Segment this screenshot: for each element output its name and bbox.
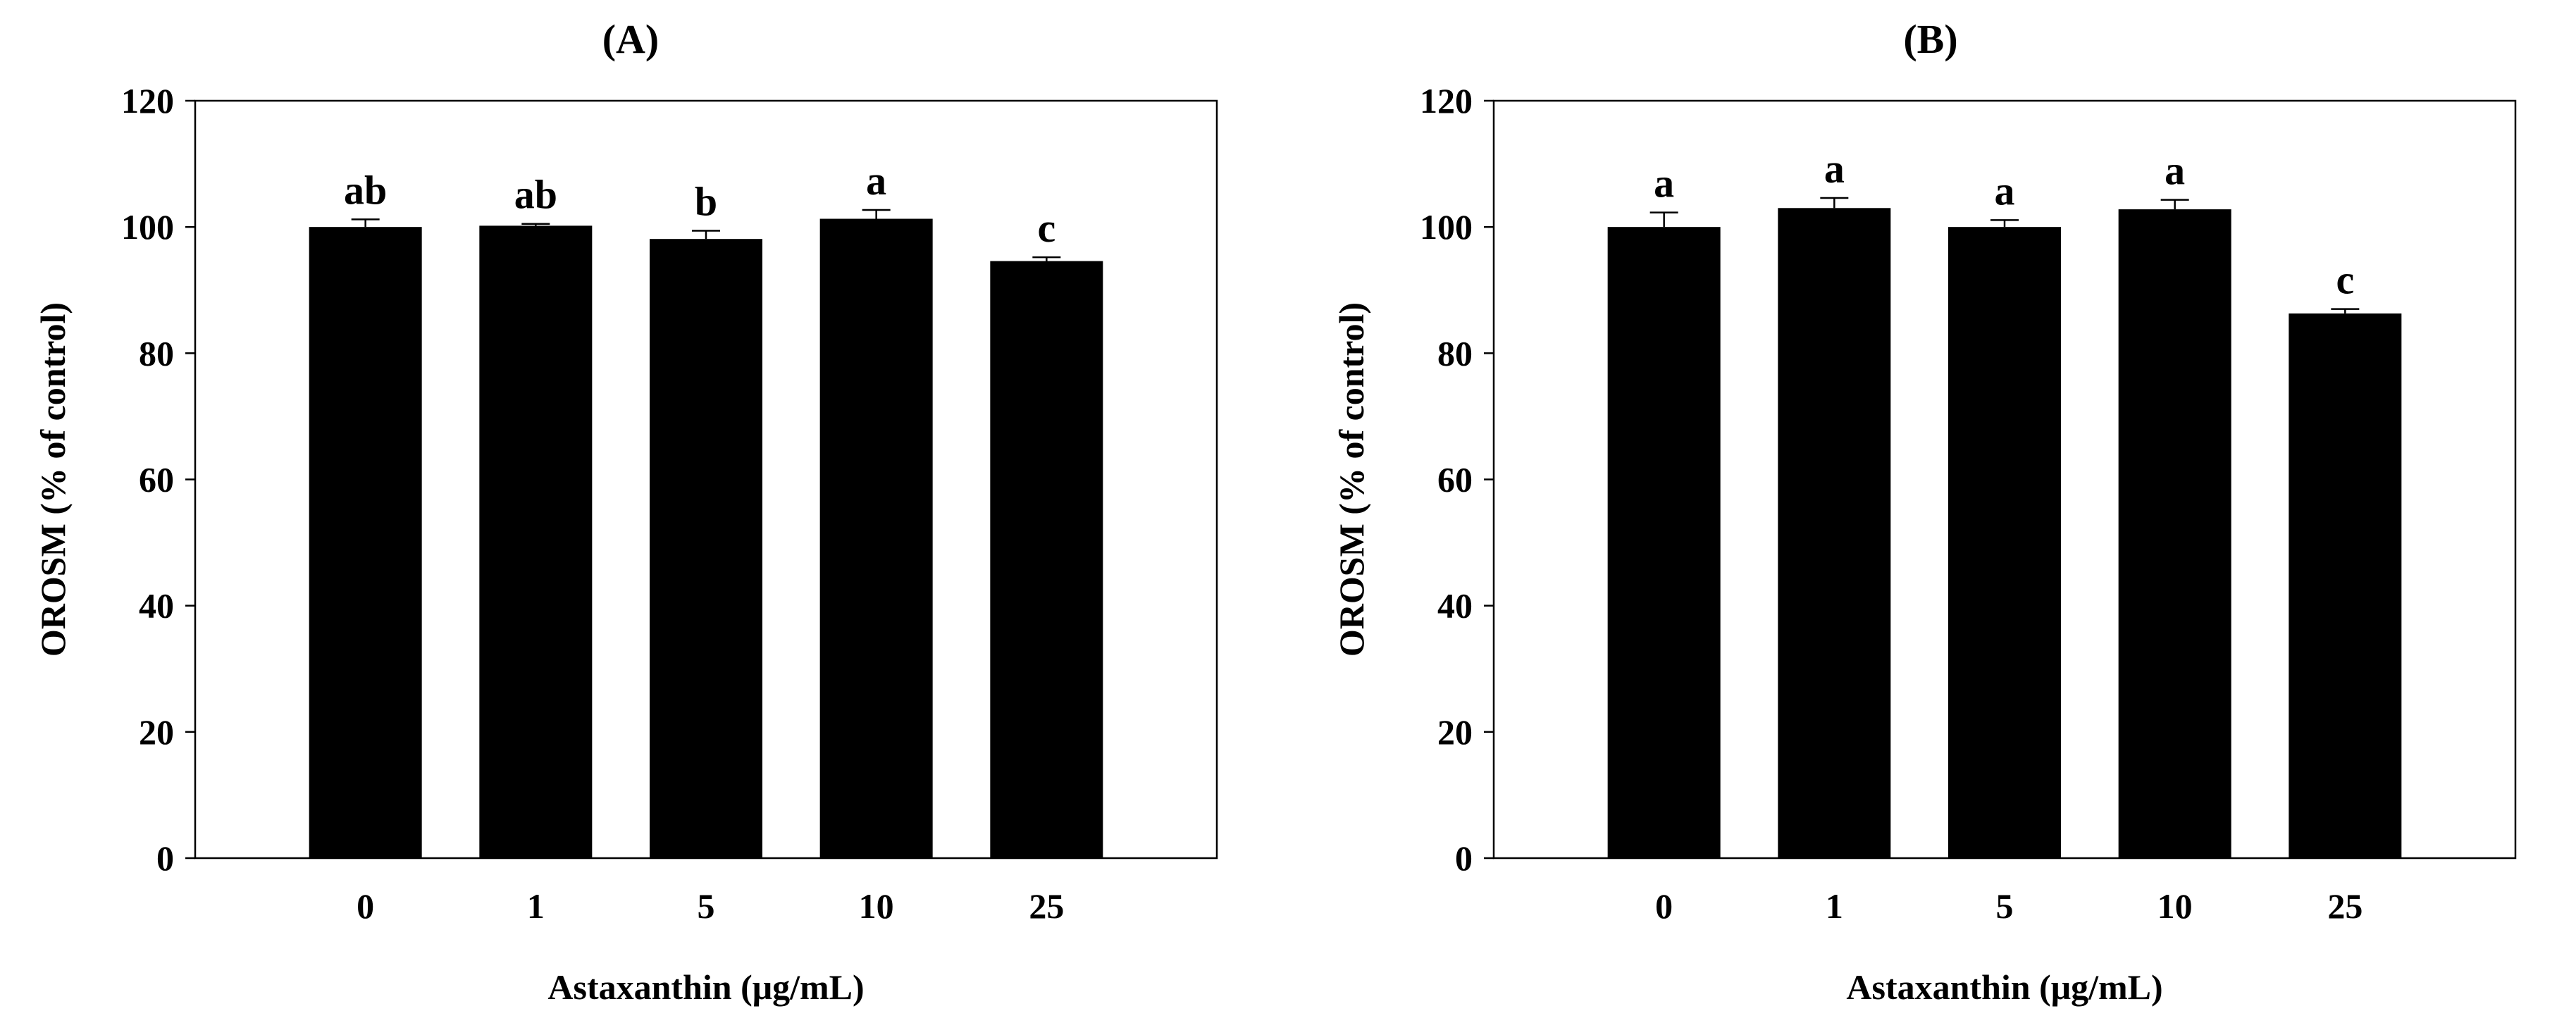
x-tick-label: 5 xyxy=(698,886,715,926)
x-tick-label: 25 xyxy=(2327,886,2363,926)
bar xyxy=(1607,227,1721,859)
y-tick-label: 100 xyxy=(1420,207,1473,247)
x-tick-label: 25 xyxy=(1029,886,1064,926)
y-tick-label: 80 xyxy=(139,333,174,373)
y-tick-label: 60 xyxy=(1437,460,1473,500)
significance-label: a xyxy=(866,158,886,204)
y-tick-label: 0 xyxy=(156,838,174,878)
bar xyxy=(990,261,1103,859)
y-tick-label: 120 xyxy=(1420,81,1473,120)
x-tick-label: 0 xyxy=(1655,886,1673,926)
y-axis-label: OROSM (% of control) xyxy=(1332,302,1371,657)
bar xyxy=(1778,208,1891,859)
x-tick-label: 5 xyxy=(1996,886,2014,926)
x-tick-label: 1 xyxy=(1826,886,1843,926)
y-tick-label: 40 xyxy=(139,586,174,626)
bar xyxy=(2289,313,2402,858)
y-axis-label: OROSM (% of control) xyxy=(33,302,73,657)
x-tick-label: 10 xyxy=(2157,886,2193,926)
chart-panel-b: (B) 0 20 40 60 80 100 120 a 0 a 1 a 5 a 10 c 25 Astaxanthi… xyxy=(1332,16,2517,1007)
y-tick-label: 20 xyxy=(139,712,174,752)
bar xyxy=(2118,209,2231,858)
significance-label: a xyxy=(1995,168,2015,213)
x-tick-label: 10 xyxy=(859,886,894,926)
significance-label: a xyxy=(1654,161,1674,206)
y-tick-label: 60 xyxy=(139,460,174,500)
x-tick-label: 1 xyxy=(527,886,545,926)
bar xyxy=(819,218,933,858)
significance-label: ab xyxy=(344,167,387,213)
x-tick-label: 0 xyxy=(357,886,374,926)
bar xyxy=(1948,227,2061,859)
y-tick-label: 40 xyxy=(1437,586,1473,626)
bar xyxy=(650,239,762,858)
y-tick-label: 80 xyxy=(1437,333,1473,373)
significance-label: a xyxy=(1824,146,1845,192)
y-tick-label: 0 xyxy=(1455,838,1473,878)
bar xyxy=(309,227,422,859)
panel-title: (A) xyxy=(602,16,660,62)
y-tick-label: 120 xyxy=(121,81,174,120)
x-axis-label: Astaxanthin (μg/mL) xyxy=(547,967,864,1007)
significance-label: c xyxy=(1037,205,1055,251)
x-axis-label: Astaxanthin (μg/mL) xyxy=(1846,967,2162,1007)
y-tick-label: 100 xyxy=(121,207,174,247)
bar xyxy=(479,225,593,858)
significance-label: b xyxy=(695,179,717,225)
significance-label: c xyxy=(2336,257,2354,303)
panel-title: (B) xyxy=(1903,16,1957,62)
significance-label: ab xyxy=(514,172,557,218)
significance-label: a xyxy=(2165,148,2185,194)
chart-panel-a: (A) 0 20 40 60 80 100 120 ab 0 ab 1 b 5 a 10 c 25 Astaxant… xyxy=(33,16,1218,1007)
y-tick-label: 20 xyxy=(1437,712,1473,752)
